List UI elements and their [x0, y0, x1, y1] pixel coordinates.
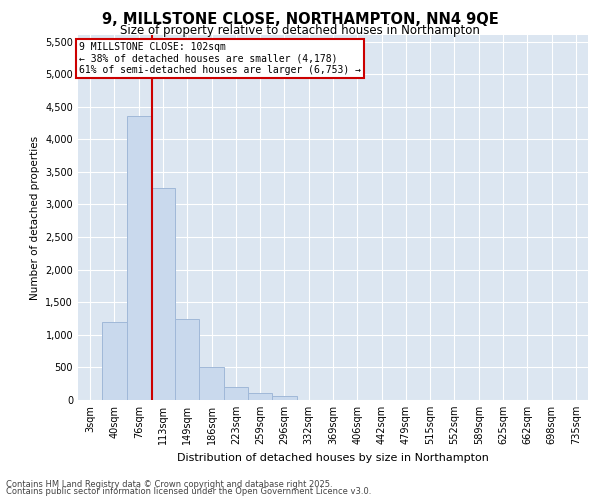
Text: Contains HM Land Registry data © Crown copyright and database right 2025.: Contains HM Land Registry data © Crown c…	[6, 480, 332, 489]
Bar	[272, 396, 296, 400]
Bar	[151, 188, 175, 400]
Bar	[248, 394, 272, 400]
Text: Contains public sector information licensed under the Open Government Licence v3: Contains public sector information licen…	[6, 488, 371, 496]
Bar	[127, 116, 151, 400]
Bar	[199, 368, 224, 400]
Text: 9, MILLSTONE CLOSE, NORTHAMPTON, NN4 9QE: 9, MILLSTONE CLOSE, NORTHAMPTON, NN4 9QE	[101, 12, 499, 28]
Bar	[224, 387, 248, 400]
Bar	[175, 318, 199, 400]
Bar	[102, 322, 127, 400]
Y-axis label: Number of detached properties: Number of detached properties	[30, 136, 40, 300]
X-axis label: Distribution of detached houses by size in Northampton: Distribution of detached houses by size …	[177, 452, 489, 462]
Text: 9 MILLSTONE CLOSE: 102sqm
← 38% of detached houses are smaller (4,178)
61% of se: 9 MILLSTONE CLOSE: 102sqm ← 38% of detac…	[79, 42, 361, 74]
Text: Size of property relative to detached houses in Northampton: Size of property relative to detached ho…	[120, 24, 480, 37]
